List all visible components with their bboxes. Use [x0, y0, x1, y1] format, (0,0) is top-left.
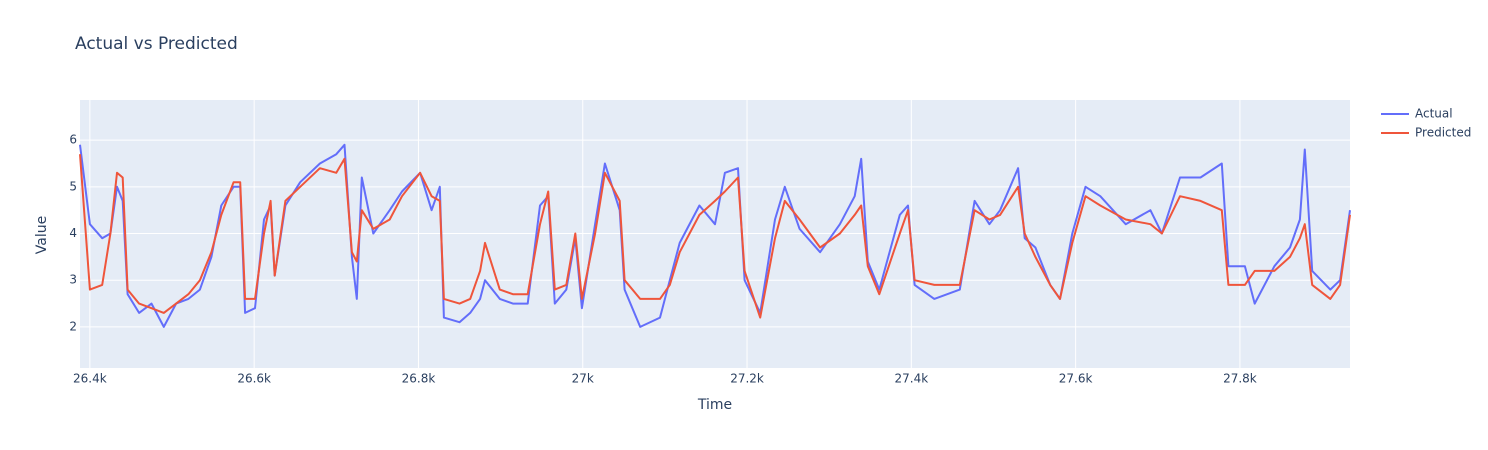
legend: Actual Predicted	[1381, 107, 1471, 140]
x-tick-label: 27.8k	[1223, 372, 1257, 386]
y-tick-label: 5	[69, 179, 77, 193]
y-tick-label: 6	[69, 133, 77, 147]
x-tick-label: 26.4k	[73, 372, 107, 386]
x-tick-label: 26.6k	[237, 372, 271, 386]
x-tick-label: 27.4k	[894, 372, 928, 386]
x-tick-label: 27.6k	[1059, 372, 1093, 386]
y-axis-title: Value	[34, 216, 50, 254]
chart-title: Actual vs Predicted	[75, 34, 238, 54]
x-tick-label: 26.8k	[402, 372, 436, 386]
x-axis-title: Time	[697, 397, 732, 413]
y-tick-label: 4	[69, 226, 77, 240]
y-tick-label: 3	[69, 273, 77, 287]
legend-label: Predicted	[1415, 126, 1471, 140]
x-tick-label: 27k	[572, 372, 594, 386]
legend-label: Actual	[1415, 107, 1453, 121]
data-line	[79, 154, 1351, 319]
x-tick-label: 27.2k	[730, 372, 764, 386]
plot	[79, 143, 1351, 328]
y-tick-label: 2	[69, 319, 77, 333]
